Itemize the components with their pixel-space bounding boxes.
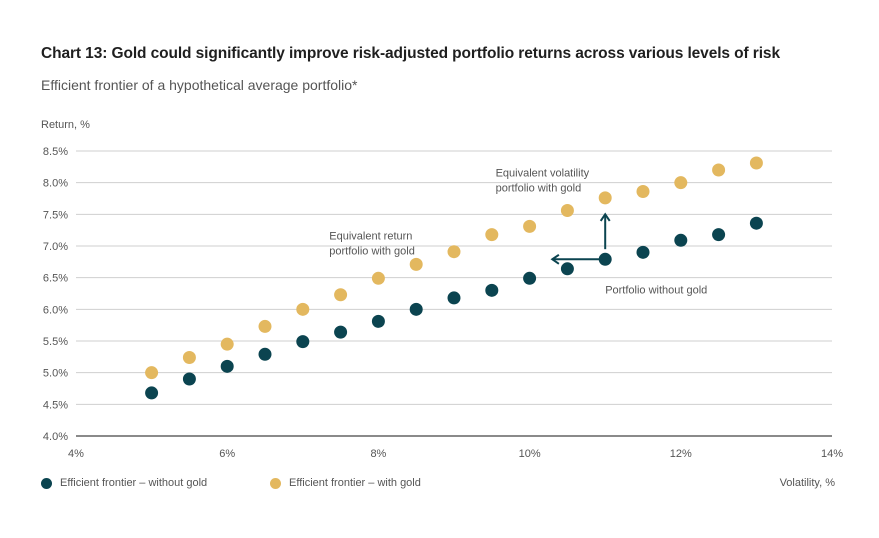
annotation-equivalent-volatility: Equivalent volatility <box>496 167 590 179</box>
point-without-gold <box>749 216 763 230</box>
point-without-gold <box>447 291 461 305</box>
x-tick-label: 4% <box>68 448 84 460</box>
x-tick-label: 14% <box>821 448 843 460</box>
annotation-equivalent-return: portfolio with gold <box>329 246 415 258</box>
point-without-gold <box>523 271 537 285</box>
legend-label-with-gold: Efficient frontier – with gold <box>289 477 421 489</box>
legend-item-with-gold[interactable]: Efficient frontier – with gold <box>270 477 421 489</box>
legend-item-without-gold[interactable]: Efficient frontier – without gold <box>41 477 207 489</box>
y-tick-label: 7.5% <box>43 209 68 221</box>
point-without-gold <box>334 325 348 339</box>
chart-subtitle: Efficient frontier of a hypothetical ave… <box>41 77 358 93</box>
x-tick-label: 10% <box>519 448 541 460</box>
legend-dot-with-gold <box>270 477 281 489</box>
x-tick-label: 6% <box>219 448 235 460</box>
point-without-gold <box>182 372 196 386</box>
y-tick-labels: 4.0% 4.5% 5.0% 5.5% 6.0% 6.5% 7.0% 7.5% 8.0% 8.5% <box>43 146 68 443</box>
point-with-gold <box>145 366 159 380</box>
y-tick-label: 7.0% <box>43 241 68 253</box>
chart-title: Chart 13: Gold could significantly impro… <box>41 45 780 62</box>
point-with-gold <box>485 228 499 242</box>
point-with-gold <box>371 271 385 285</box>
point-without-gold <box>371 314 385 328</box>
point-with-gold <box>334 288 348 302</box>
x-tick-label: 12% <box>670 448 692 460</box>
x-tick-labels: 4% 6% 8% 10% 12% 14% <box>68 448 843 460</box>
point-without-gold <box>258 347 272 361</box>
point-with-gold <box>636 185 650 199</box>
y-tick-label: 6.0% <box>43 304 68 316</box>
point-with-gold <box>712 163 726 177</box>
point-without-gold <box>220 359 234 373</box>
point-without-gold <box>296 335 310 349</box>
point-with-gold <box>220 337 234 351</box>
annotations: Equivalent return portfolio with gold Equi… <box>329 167 707 296</box>
annotation-equivalent-volatility: portfolio with gold <box>496 182 582 194</box>
point-with-gold <box>409 257 423 271</box>
y-tick-label: 4.5% <box>43 399 68 411</box>
annotation-portfolio-without-gold: Portfolio without gold <box>605 285 707 297</box>
y-tick-label: 4.0% <box>43 431 68 443</box>
point-without-gold <box>145 386 159 400</box>
point-without-gold <box>485 283 499 297</box>
arrow-left-head <box>550 253 560 265</box>
arrow-up-head <box>599 212 611 222</box>
point-with-gold <box>560 204 574 218</box>
point-without-gold <box>560 262 574 276</box>
x-tick-label: 8% <box>370 448 386 460</box>
data-points <box>145 156 763 400</box>
y-tick-label: 8.0% <box>43 178 68 190</box>
annotation-equivalent-return: Equivalent return <box>329 231 412 243</box>
y-tick-label: 8.5% <box>43 146 68 158</box>
point-with-gold <box>749 156 763 170</box>
point-with-gold <box>182 350 196 364</box>
point-without-gold <box>636 245 650 259</box>
legend-dot-without-gold <box>41 477 52 489</box>
point-with-gold <box>447 245 461 259</box>
point-with-gold <box>258 319 272 333</box>
y-tick-label: 6.5% <box>43 273 68 285</box>
point-without-gold <box>409 302 423 316</box>
point-without-gold <box>712 228 726 242</box>
point-with-gold <box>598 191 612 205</box>
legend-label-without-gold: Efficient frontier – without gold <box>60 477 208 489</box>
point-with-gold <box>296 302 310 316</box>
arrows <box>550 212 611 265</box>
point-with-gold <box>523 219 537 233</box>
y-tick-label: 5.5% <box>43 336 68 348</box>
y-tick-label: 5.0% <box>43 368 68 380</box>
y-axis-label: Return, % <box>41 119 90 131</box>
point-with-gold <box>674 176 688 190</box>
point-without-gold <box>674 233 688 247</box>
x-axis-label: Volatility, % <box>779 477 835 489</box>
point-without-gold <box>598 252 612 266</box>
